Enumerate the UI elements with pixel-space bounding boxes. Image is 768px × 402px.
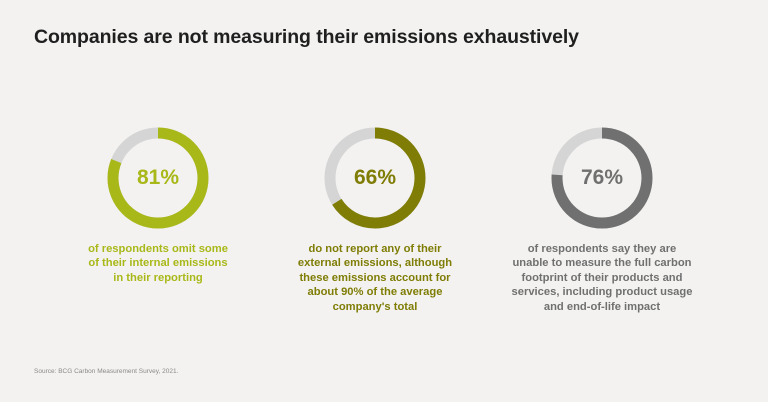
donut-value-arc: [107, 127, 209, 229]
donut-value-arc: [551, 127, 653, 229]
description-line: and end-of-life impact: [543, 300, 661, 313]
description-line: in their reporting: [113, 271, 203, 284]
percentage-label: 76%: [580, 166, 624, 189]
donut-chart: 66%: [321, 124, 429, 232]
donut-chart: 81%: [104, 124, 212, 232]
donut-svg: [107, 127, 209, 229]
description-line: about 90% of the average: [307, 286, 443, 299]
percentage-label: 81%: [136, 166, 180, 189]
description-line: these emissions account for: [299, 271, 451, 284]
donut-svg: [551, 127, 653, 229]
stat-description: do not report any of their external emis…: [275, 242, 475, 314]
percentage-label: 66%: [353, 166, 397, 189]
donut-chart: 76%: [548, 124, 656, 232]
description-line: services, including product usage: [511, 286, 693, 299]
stat-internal-emissions: 81% of respondents omit some of their in…: [58, 124, 258, 285]
description-line: of their internal emissions: [88, 257, 228, 270]
description-line: footprint of their products and: [521, 271, 683, 284]
chart-title: Companies are not measuring their emissi…: [34, 26, 579, 48]
description-line: unable to measure the full carbon: [512, 257, 692, 270]
donut-value-arc: [324, 127, 426, 229]
donut-svg: [324, 127, 426, 229]
stat-description: of respondents omit some of their intern…: [58, 242, 258, 285]
description-line: do not report any of their: [308, 243, 442, 255]
stat-product-footprint: 76% of respondents say they are unable t…: [502, 124, 702, 314]
description-line: company's total: [332, 300, 418, 313]
description-line: of respondents omit some: [88, 243, 228, 255]
source-note: Source: BCG Carbon Measurement Survey, 2…: [34, 368, 179, 375]
stat-description: of respondents say they are unable to me…: [502, 242, 702, 314]
description-line: of respondents say they are: [527, 243, 677, 255]
description-line: external emissions, although: [297, 257, 453, 270]
stat-external-emissions: 66% do not report any of their external …: [275, 124, 475, 314]
